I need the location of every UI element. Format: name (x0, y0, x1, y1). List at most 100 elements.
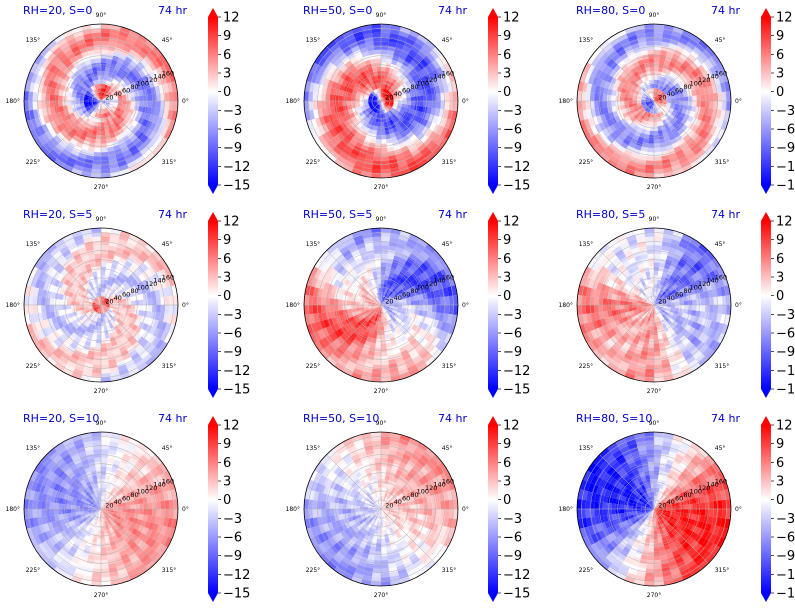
heatmap-cell (96, 108, 99, 114)
heatmap-cell (372, 97, 378, 100)
heatmap-cell (39, 76, 46, 86)
heatmap-cell (396, 105, 402, 110)
heatmap-cell (88, 87, 94, 92)
heatmap-cell (41, 123, 50, 134)
heatmap-cell (101, 351, 108, 357)
colorbar-tick-label: 9 (776, 29, 784, 44)
r-tick-label: 20 (385, 94, 393, 102)
heatmap-cell (381, 326, 385, 331)
colorbar-gradient (488, 17, 498, 185)
r-tick-label: 20 (105, 298, 113, 306)
heatmap-cell (116, 105, 122, 110)
heatmap-cell (135, 155, 146, 164)
heatmap-cell (384, 71, 389, 77)
heatmap-cell (436, 101, 441, 109)
heatmap-cell (128, 29, 140, 39)
heatmap-cell (67, 92, 73, 98)
heatmap-cell (101, 96, 103, 101)
heatmap-cell (372, 368, 381, 374)
panel-title-right: 74 hr (711, 4, 740, 17)
heatmap-cell (373, 355, 381, 361)
heatmap-cell (376, 99, 381, 101)
heatmap-cell (94, 94, 98, 99)
polar-panel: 20 40 60 8010012014016090°45°0°315°270°225°… (6, 4, 250, 194)
heatmap-cell (125, 93, 131, 98)
heatmap-cell (346, 101, 352, 106)
heatmap-cell (394, 109, 400, 115)
heatmap-cell (55, 143, 65, 152)
heatmap-cell (384, 108, 388, 113)
heatmap-cell (93, 355, 101, 361)
heatmap-cell (376, 130, 381, 136)
heatmap-cell (156, 116, 163, 126)
heatmap-cell (383, 108, 386, 114)
heatmap-cell (151, 93, 157, 101)
heatmap-cell (381, 92, 384, 97)
heatmap-cell (394, 87, 400, 93)
heatmap-cell (91, 107, 96, 112)
heatmap-cell (585, 92, 591, 101)
heatmap-cell (88, 97, 93, 100)
heatmap-cell (103, 75, 108, 81)
heatmap-cell (56, 61, 65, 70)
heatmap-cell (396, 92, 402, 97)
heatmap-cell (128, 124, 135, 132)
theta-tick-label: 180° (6, 302, 20, 309)
heatmap-cell (85, 78, 91, 85)
heatmap-cell (120, 145, 129, 153)
heatmap-cell (98, 97, 101, 101)
heatmap-cell (41, 68, 50, 79)
heatmap-cell (381, 83, 384, 89)
colorbar-tick-label: −12 (503, 364, 530, 379)
heatmap-cell (364, 96, 369, 100)
heatmap-cell (91, 28, 101, 34)
heatmap-cell (46, 140, 56, 150)
heatmap-cell (69, 56, 78, 64)
heatmap-cell (34, 137, 44, 148)
heatmap-cell (80, 71, 87, 78)
heatmap-cell (128, 70, 135, 78)
heatmap-cell (431, 101, 437, 109)
heatmap-cell (145, 120, 153, 129)
heatmap-cell (373, 156, 381, 161)
heatmap-cell (395, 90, 401, 95)
heatmap-cell (383, 104, 387, 109)
heatmap-cell (49, 305, 55, 312)
heatmap-cell (168, 119, 176, 131)
heatmap-cell (376, 270, 381, 276)
heatmap-cell (650, 75, 654, 80)
r-tick-label: 40 (114, 90, 122, 98)
r-tick-label: 60 (122, 87, 130, 95)
heatmap-cell (650, 326, 654, 331)
heatmap-cell (654, 122, 658, 127)
heatmap-cell (113, 111, 118, 117)
heatmap-cell (152, 115, 159, 124)
heatmap-cell (377, 326, 381, 331)
heatmap-cell (82, 116, 88, 122)
heatmap-cell (156, 93, 161, 101)
heatmap-cell (381, 71, 385, 76)
heatmap-cell (376, 334, 381, 340)
heatmap-cell (43, 78, 50, 87)
heatmap-cell (378, 113, 381, 119)
heatmap-cell (382, 104, 385, 110)
heatmap-cell (101, 368, 110, 374)
heatmap-cell (116, 92, 122, 97)
heatmap-cell (71, 301, 76, 305)
heatmap-cell (104, 67, 110, 73)
heatmap-cell (375, 93, 379, 98)
heatmap-cell (67, 104, 73, 110)
heatmap-cell (358, 111, 365, 117)
heatmap-cell (140, 58, 149, 68)
heatmap-cell (376, 113, 380, 118)
heatmap-cell (102, 104, 106, 109)
heatmap-cell (128, 163, 140, 173)
heatmap-cell (93, 107, 97, 113)
polar-panel: 20 40 60 8010012014016090°45°0°315°270°225°… (559, 4, 795, 194)
panel-title-left: RH=80, S=0 (576, 4, 645, 17)
colorbar-extend-max (488, 8, 498, 17)
colorbar-tick-label: 6 (503, 48, 511, 63)
heatmap-cell (101, 164, 110, 170)
heatmap-cell (149, 71, 157, 80)
heatmap-cell (96, 99, 101, 101)
